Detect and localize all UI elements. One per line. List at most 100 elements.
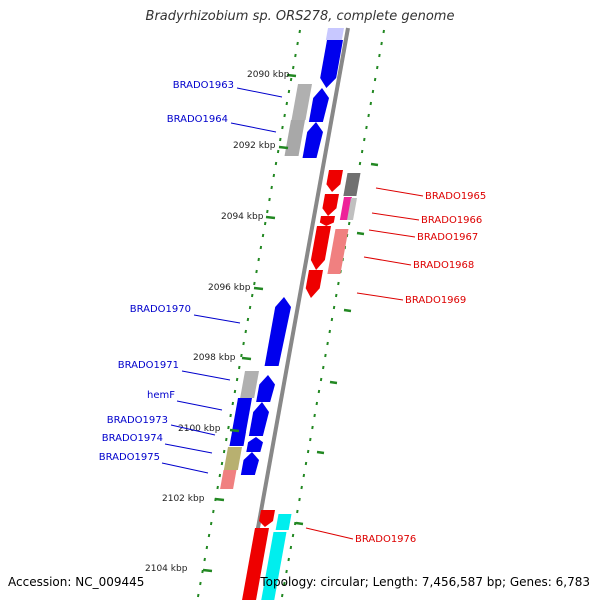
gene-feature-BRADO1967[interactable] (319, 216, 335, 226)
gene-label-forward[interactable]: BRADO1970 (130, 304, 191, 315)
scale-dot (281, 125, 284, 130)
label-leader-line (363, 256, 412, 266)
scale-dot (311, 425, 314, 430)
scale-tick-label: 2094 kbp (221, 212, 264, 222)
gene-feature-BRADO1963[interactable] (291, 84, 312, 120)
gene-feature-BRADO1964[interactable] (284, 120, 305, 156)
scale-dot (326, 341, 329, 346)
scale-dot (367, 113, 370, 118)
scale-bar: 2090 kbp 2092 kbp 2094 kbp 2096 kbp 2098 kbp… (145, 70, 379, 574)
gene-feature-forward[interactable] (256, 375, 275, 402)
scale-dot (266, 209, 269, 214)
gene-label-reverse[interactable]: BRADO1969 (405, 295, 466, 306)
gene-feature-BRADO1968[interactable] (327, 229, 349, 274)
scale-dot (248, 305, 252, 310)
gene-label-reverse[interactable]: BRADO1966 (421, 215, 482, 226)
scale-dot (371, 89, 375, 94)
gene-feature-hypothetical[interactable] (347, 198, 357, 220)
gene-feature-BRADO1975[interactable] (220, 470, 237, 489)
scale-dot (276, 149, 280, 154)
gene-label-forward[interactable]: hemF (147, 390, 175, 401)
gene-feature-BRADO1966b[interactable] (339, 197, 352, 220)
gene-label-reverse[interactable]: BRADO1968 (413, 260, 474, 271)
scale-dot (296, 41, 299, 46)
scale-tick (370, 162, 379, 167)
gene-feature-forward[interactable] (302, 122, 323, 158)
page-title: Bradyrhizobium sp. ORS278, complete geno… (145, 9, 455, 24)
scale-dot (317, 389, 321, 394)
scale-dot (373, 77, 377, 82)
gene-label-forward[interactable]: BRADO1973 (107, 415, 168, 426)
gene-label-reverse[interactable]: BRADO1967 (417, 232, 478, 243)
scale-dot (293, 521, 297, 526)
gene-label-forward[interactable]: BRADO1971 (118, 360, 179, 371)
scale-dot (205, 545, 209, 550)
gene-feature-forward[interactable] (320, 40, 343, 88)
scale-dot (298, 497, 301, 502)
gene-feature-cyan[interactable] (275, 514, 292, 530)
gene-feature-reverse[interactable] (242, 528, 269, 600)
gene-feature-BRADO1974b[interactable] (223, 447, 242, 470)
gene-labels: BRADO1963 BRADO1964 BRADO1970 BRADO1971 hemF… (99, 80, 487, 545)
scale-tick (295, 521, 304, 526)
scale-tick (356, 231, 365, 236)
scale-dot (287, 89, 291, 94)
label-leader-line (161, 462, 209, 474)
scale-dot (360, 149, 364, 154)
gene-feature-forward[interactable] (248, 402, 269, 436)
scale-dot (270, 185, 273, 190)
label-leader-line (230, 122, 277, 133)
gene-label-reverse[interactable]: BRADO1976 (355, 534, 416, 545)
gene-feature-faded[interactable] (325, 28, 344, 40)
scale-dot (274, 161, 278, 166)
gene-label-reverse[interactable]: BRADO1965 (425, 191, 486, 202)
label-leader-line (356, 292, 404, 301)
gene-feature-BRADO1976[interactable] (259, 510, 275, 527)
scale-dot (358, 161, 362, 166)
scale-dot (222, 449, 226, 454)
label-leader-line (371, 212, 420, 221)
gene-label-forward[interactable]: BRADO1974 (102, 433, 163, 444)
gene-feature-forward[interactable] (308, 88, 329, 122)
genome-backbone (243, 27, 350, 600)
scale-dot (289, 545, 293, 550)
scale-dot (332, 305, 336, 310)
gene-feature-forward[interactable] (240, 452, 259, 475)
scale-dot (283, 113, 286, 118)
scale-dot (300, 485, 303, 490)
scale-dot (261, 233, 265, 238)
gene-feature-BRADO1970[interactable] (264, 297, 291, 366)
label-leader-line (176, 400, 223, 411)
gene-feature-BRADO1974[interactable] (246, 437, 263, 452)
scale-tick (253, 286, 264, 291)
scale-dot (196, 593, 200, 598)
label-leader-line (181, 370, 231, 381)
scale-dot (365, 125, 368, 130)
scale-dot (285, 101, 289, 106)
label-leader-line (305, 527, 354, 540)
gene-feature-BRADO1973[interactable] (229, 432, 246, 446)
scale-dot (280, 593, 284, 598)
label-leader-line (164, 443, 213, 454)
scale-tick-label: 2102 kbp (162, 494, 205, 504)
scale-tick-label: 2096 kbp (208, 283, 251, 293)
gene-feature-BRADO1966[interactable] (322, 194, 339, 216)
gene-feature-BRADO1971[interactable] (240, 371, 259, 398)
scale-tick-label: 2098 kbp (193, 353, 236, 363)
gene-label-forward[interactable]: BRADO1964 (167, 114, 228, 125)
label-leader-line (170, 424, 216, 436)
gene-feature-cyan[interactable] (261, 532, 287, 600)
scale-dot (302, 473, 306, 478)
gene-label-forward[interactable]: BRADO1975 (99, 452, 160, 463)
gene-feature-hypothetical[interactable] (343, 173, 361, 196)
scale-dot (330, 317, 334, 322)
gene-feature-BRADO1967b[interactable] (310, 226, 331, 270)
scale-tick-label: 2100 kbp (178, 424, 221, 434)
gene-feature-hemF[interactable] (231, 398, 252, 432)
scale-dot (337, 281, 340, 286)
scale-dot (255, 269, 258, 274)
gene-label-forward[interactable]: BRADO1963 (173, 80, 234, 91)
gene-feature-BRADO1969[interactable] (305, 270, 323, 298)
gene-feature-BRADO1965[interactable] (326, 170, 343, 192)
